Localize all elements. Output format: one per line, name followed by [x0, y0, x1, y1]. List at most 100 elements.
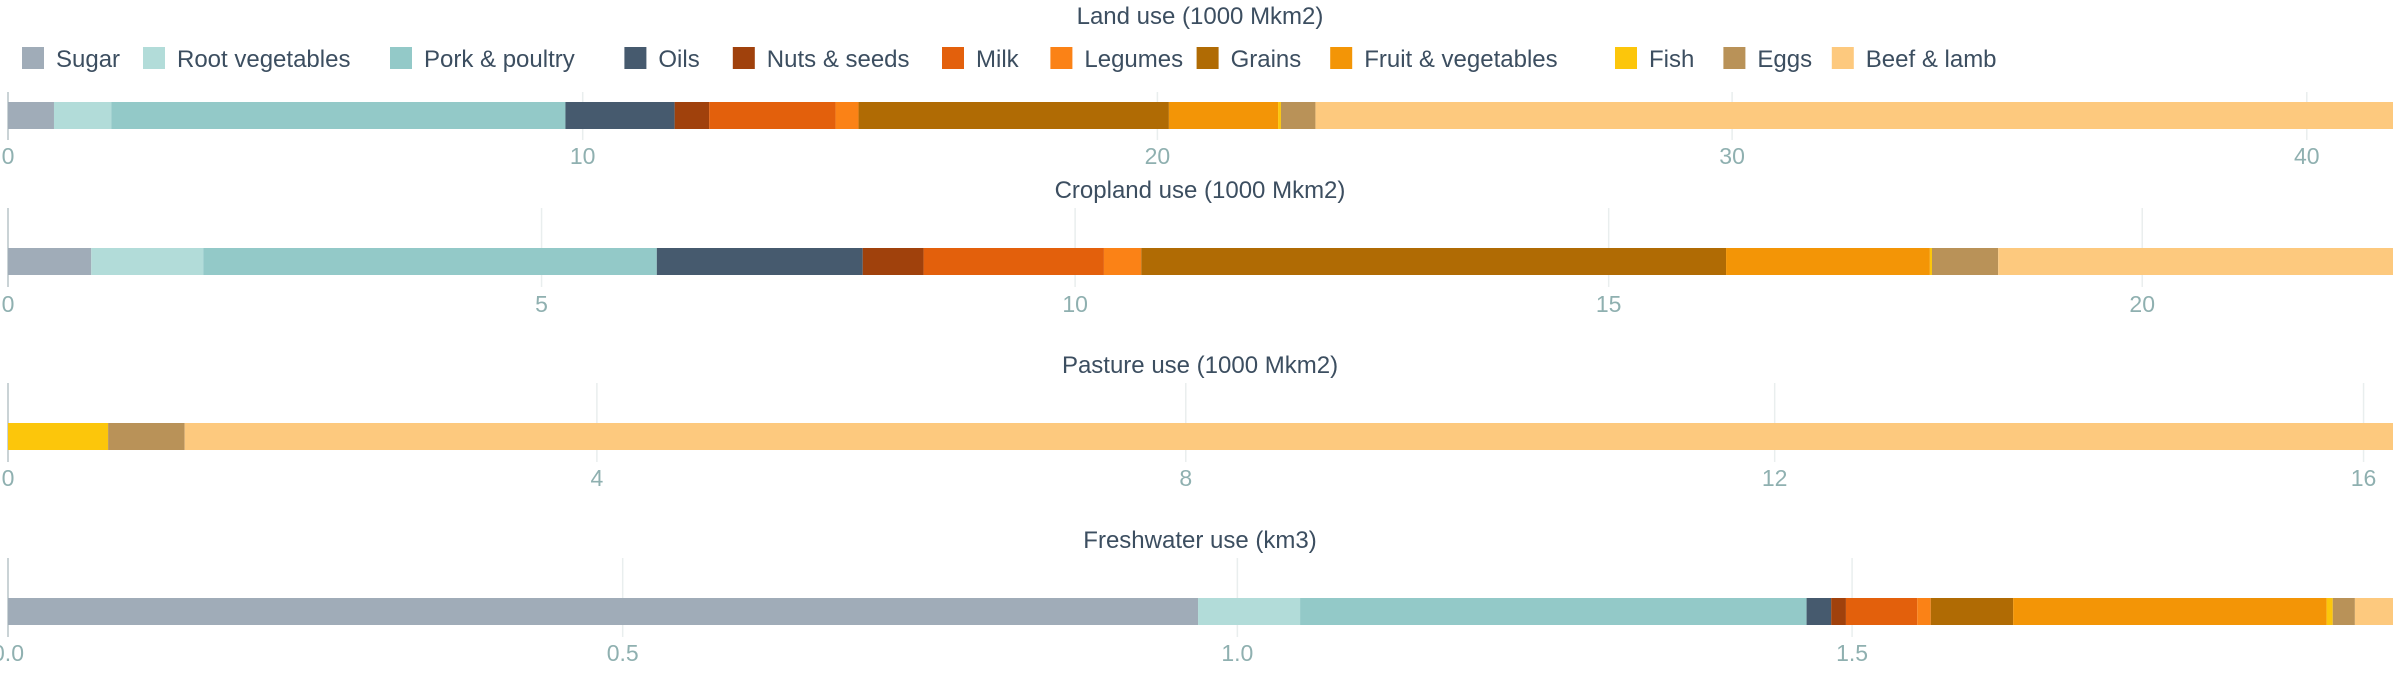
- panel-title: Pasture use (1000 Mkm2): [1062, 352, 1338, 379]
- x-tick-label: 16: [2351, 465, 2377, 491]
- x-tick-label: 20: [2129, 291, 2155, 317]
- legend-item-grains: Grains: [1196, 46, 1302, 73]
- x-tick-label: 30: [1719, 143, 1745, 169]
- bar-segment-root-vegetables: [1198, 598, 1301, 625]
- legend-item-pork-and-poultry: Pork & poultry: [390, 46, 575, 73]
- bar-segment-fruit-and-vegetables: [1168, 102, 1279, 129]
- bar-segment-oils: [656, 248, 863, 275]
- bar-segment-oils: [1806, 598, 1832, 625]
- legend-item-legumes: Legumes: [1050, 46, 1183, 73]
- legend-label-grains: Grains: [1231, 46, 1302, 73]
- bar-segment-pork-and-poultry: [1300, 598, 1807, 625]
- legend-label-root-vegetables: Root vegetables: [177, 46, 350, 73]
- bar-segment-eggs: [2332, 598, 2355, 625]
- bar-segment-nuts-and-seeds: [862, 248, 924, 275]
- legend-label-legumes: Legumes: [1084, 46, 1183, 73]
- x-tick-label: 0: [2, 291, 15, 317]
- x-tick-label: 0.0: [0, 640, 24, 666]
- panel-pasture-use-1000-mkm2: Pasture use (1000 Mkm2) 0 4 8 12 16: [2, 352, 2393, 491]
- panel-title: Land use (1000 Mkm2): [1077, 3, 1324, 30]
- legend-label-fruit-and-vegetables: Fruit & vegetables: [1364, 46, 1557, 73]
- legend-item-eggs: Eggs: [1723, 46, 1812, 73]
- legend-swatch-legumes: [1050, 47, 1073, 69]
- legend-label-fish: Fish: [1649, 46, 1694, 73]
- panel-title: Cropland use (1000 Mkm2): [1055, 177, 1346, 204]
- x-tick-label: 20: [1145, 143, 1171, 169]
- legend-item-sugar: Sugar: [22, 46, 120, 73]
- legend-swatch-nuts-and-seeds: [732, 47, 755, 69]
- legend-label-sugar: Sugar: [56, 46, 120, 73]
- x-tick-label: 1.5: [1836, 640, 1868, 666]
- legend-item-nuts-and-seeds: Nuts & seeds: [732, 46, 910, 73]
- legend-label-beef-and-lamb: Beef & lamb: [1866, 46, 1997, 73]
- legend-label-nuts-and-seeds: Nuts & seeds: [767, 46, 910, 73]
- legend-label-pork-and-poultry: Pork & poultry: [424, 46, 575, 73]
- bar-segment-eggs: [108, 423, 185, 450]
- bar-segment-milk: [1845, 598, 1918, 625]
- x-tick-label: 10: [1062, 291, 1088, 317]
- bar-segment-fruit-and-vegetables: [2013, 598, 2327, 625]
- bar-segment-milk: [923, 248, 1104, 275]
- legend-swatch-oils: [624, 47, 647, 69]
- panel-freshwater-use-km3: Freshwater use (km3) 0.0 0.5 1.0 1.5: [0, 527, 2393, 666]
- bar-segment-beef-and-lamb: [184, 423, 2393, 450]
- bar-segment-eggs: [1932, 248, 1999, 275]
- bar-segment-legumes: [1917, 598, 1931, 625]
- bar-segment-legumes: [1103, 248, 1142, 275]
- bar-segment-beef-and-lamb: [1315, 102, 2393, 129]
- bar-segment-sugar: [8, 248, 92, 275]
- bar-segment-sugar: [8, 598, 1199, 625]
- panel-cropland-use-1000-mkm2: Cropland use (1000 Mkm2) 0 5 10 15 20: [2, 177, 2393, 317]
- bar-segment-fruit-and-vegetables: [1726, 248, 1930, 275]
- legend-swatch-eggs: [1723, 47, 1746, 69]
- bar-segment-beef-and-lamb: [1998, 248, 2393, 275]
- legend-swatch-beef-and-lamb: [1831, 47, 1854, 69]
- bar-segment-grains: [1930, 598, 2014, 625]
- bar-segment-root-vegetables: [91, 248, 204, 275]
- x-tick-label: 0: [2, 143, 15, 169]
- bar-segment-grains: [1141, 248, 1727, 275]
- x-tick-label: 12: [1762, 465, 1788, 491]
- legend-label-oils: Oils: [658, 46, 699, 73]
- legend-item-beef-and-lamb: Beef & lamb: [1831, 46, 1997, 73]
- bar-segment-pork-and-poultry: [203, 248, 657, 275]
- legend-swatch-fruit-and-vegetables: [1330, 47, 1353, 69]
- bar-segment-beef-and-lamb: [2354, 598, 2393, 625]
- x-tick-label: 0: [2, 465, 15, 491]
- x-tick-label: 10: [570, 143, 596, 169]
- panel-land-use-1000-mkm2: Land use (1000 Mkm2) 0 10 20 30 40: [2, 3, 2393, 169]
- x-tick-label: 4: [590, 465, 603, 491]
- legend-swatch-pork-and-poultry: [390, 47, 412, 69]
- bar-segment-fish: [8, 423, 109, 450]
- legend-item-fish: Fish: [1615, 46, 1694, 73]
- legend-item-root-vegetables: Root vegetables: [143, 46, 350, 73]
- bar-segment-milk: [709, 102, 836, 129]
- x-tick-label: 1.0: [1221, 640, 1253, 666]
- bar-segment-pork-and-poultry: [111, 102, 566, 129]
- x-tick-label: 0.5: [607, 640, 639, 666]
- bar-segment-eggs: [1280, 102, 1316, 129]
- x-tick-label: 5: [535, 291, 548, 317]
- legend-item-fruit-and-vegetables: Fruit & vegetables: [1330, 46, 1558, 73]
- bar-segment-grains: [858, 102, 1169, 129]
- legend-item-oils: Oils: [624, 46, 700, 73]
- bar-segment-root-vegetables: [53, 102, 112, 129]
- x-tick-label: 40: [2294, 143, 2320, 169]
- legend-swatch-root-vegetables: [143, 47, 165, 69]
- bar-segment-fish: [2326, 598, 2333, 625]
- bar-segment-oils: [565, 102, 675, 129]
- legend-swatch-milk: [942, 47, 964, 69]
- bar-segment-fish: [1278, 102, 1281, 129]
- x-tick-label: 15: [1596, 291, 1622, 317]
- bar-segment-nuts-and-seeds: [674, 102, 710, 129]
- legend: Sugar Root vegetables Pork & poultry Oils Nu…: [22, 46, 1997, 73]
- bar-segment-sugar: [8, 102, 54, 129]
- legend-swatch-sugar: [22, 47, 44, 69]
- panel-title: Freshwater use (km3): [1083, 527, 1316, 554]
- legend-swatch-grains: [1196, 47, 1219, 69]
- bar-segment-nuts-and-seeds: [1831, 598, 1846, 625]
- bar-segment-fish: [1929, 248, 1933, 275]
- legend-label-eggs: Eggs: [1757, 46, 1812, 73]
- legend-swatch-fish: [1615, 47, 1637, 69]
